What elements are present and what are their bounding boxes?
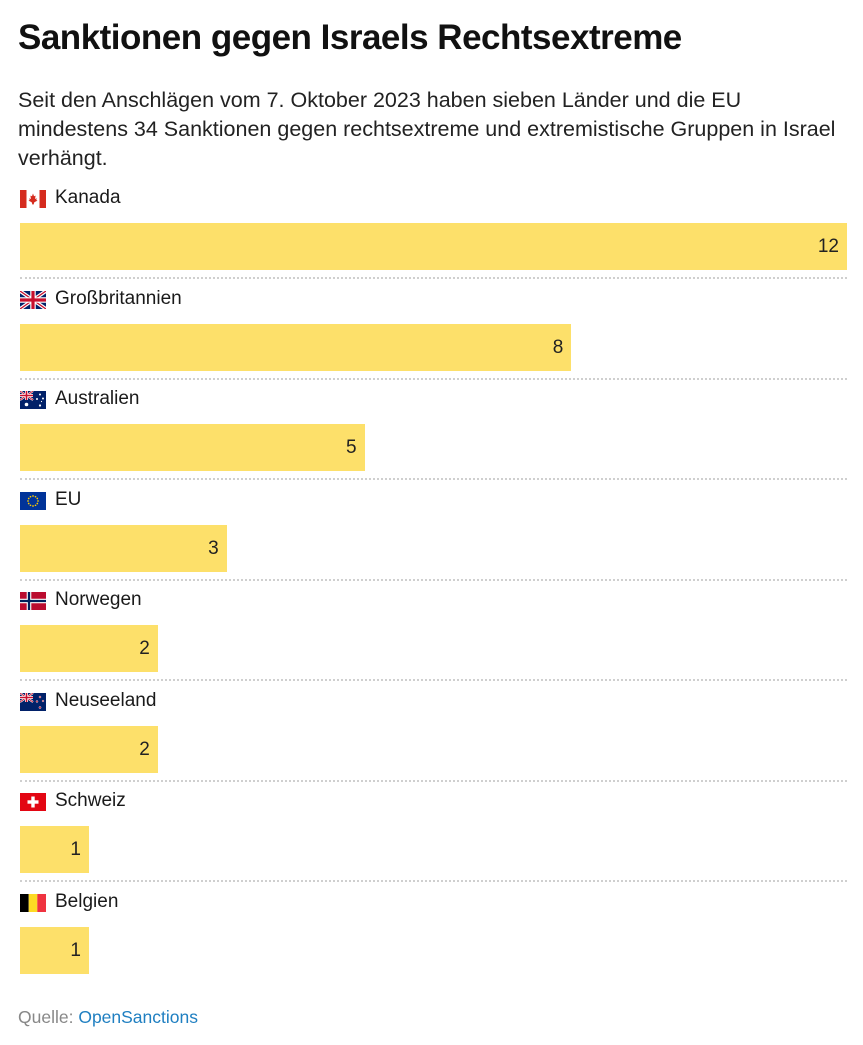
bar-row: Belgien 1 [0, 884, 863, 984]
data-label: 8 [552, 336, 564, 358]
bar [20, 524, 227, 572]
row-separator [20, 578, 847, 581]
category-label: Großbritannien [55, 287, 182, 309]
flag-canada-icon [20, 190, 46, 208]
flag-uk-icon [20, 290, 46, 309]
row-separator [20, 377, 847, 380]
bar-row: Großbritannien 8 [0, 281, 863, 381]
bar-row: Neuseeland 2 [0, 683, 863, 783]
bar-row: Schweiz 1 [0, 783, 863, 883]
flag-switzerland-icon [20, 793, 46, 811]
bar [20, 725, 158, 773]
flag-belgium-icon [20, 893, 46, 912]
data-label: 5 [346, 437, 357, 458]
bar [20, 223, 847, 270]
category-label: Australien [55, 388, 140, 409]
data-label: 1 [70, 939, 81, 961]
source-line: Quelle: OpenSanctions [18, 1007, 198, 1028]
bar-row: Norwegen 2 [0, 582, 863, 682]
row-separator [20, 478, 847, 480]
data-label: 1 [70, 839, 81, 860]
bar-row: EU 3 [0, 482, 863, 582]
bar-chart: Kanada 12 Großbritannien 8 Australien 5 EU 3 Nor… [0, 180, 863, 980]
flag-norway-icon [20, 592, 46, 610]
category-label: EU [55, 488, 82, 510]
source-link[interactable]: OpenSanctions [78, 1007, 198, 1027]
bar [20, 826, 89, 873]
source-label: Quelle: [18, 1007, 74, 1027]
bar [20, 323, 572, 371]
category-label: Kanada [55, 187, 121, 208]
data-label: 2 [139, 638, 150, 659]
category-label: Norwegen [55, 589, 142, 610]
bar [20, 926, 89, 974]
row-separator [20, 277, 847, 279]
chart-title: Sanktionen gegen Israels Rechtsextreme [18, 18, 682, 57]
flag-australia-icon [20, 391, 46, 409]
flag-eu-icon [20, 491, 46, 510]
data-label: 12 [817, 236, 839, 257]
row-separator [20, 779, 847, 782]
category-label: Schweiz [55, 790, 126, 811]
row-separator [20, 679, 847, 681]
flag-new-zealand-icon [20, 692, 46, 711]
category-label: Belgien [55, 890, 119, 912]
bar [20, 424, 365, 471]
bar-row: Kanada 12 [0, 180, 863, 280]
bar-row: Australien 5 [0, 381, 863, 481]
category-label: Neuseeland [55, 689, 157, 711]
bar [20, 625, 158, 672]
data-label: 2 [139, 738, 150, 760]
chart-subtitle: Seit den Anschlägen vom 7. Oktober 2023 … [18, 88, 836, 170]
data-label: 3 [208, 537, 219, 559]
row-separator [20, 880, 847, 882]
